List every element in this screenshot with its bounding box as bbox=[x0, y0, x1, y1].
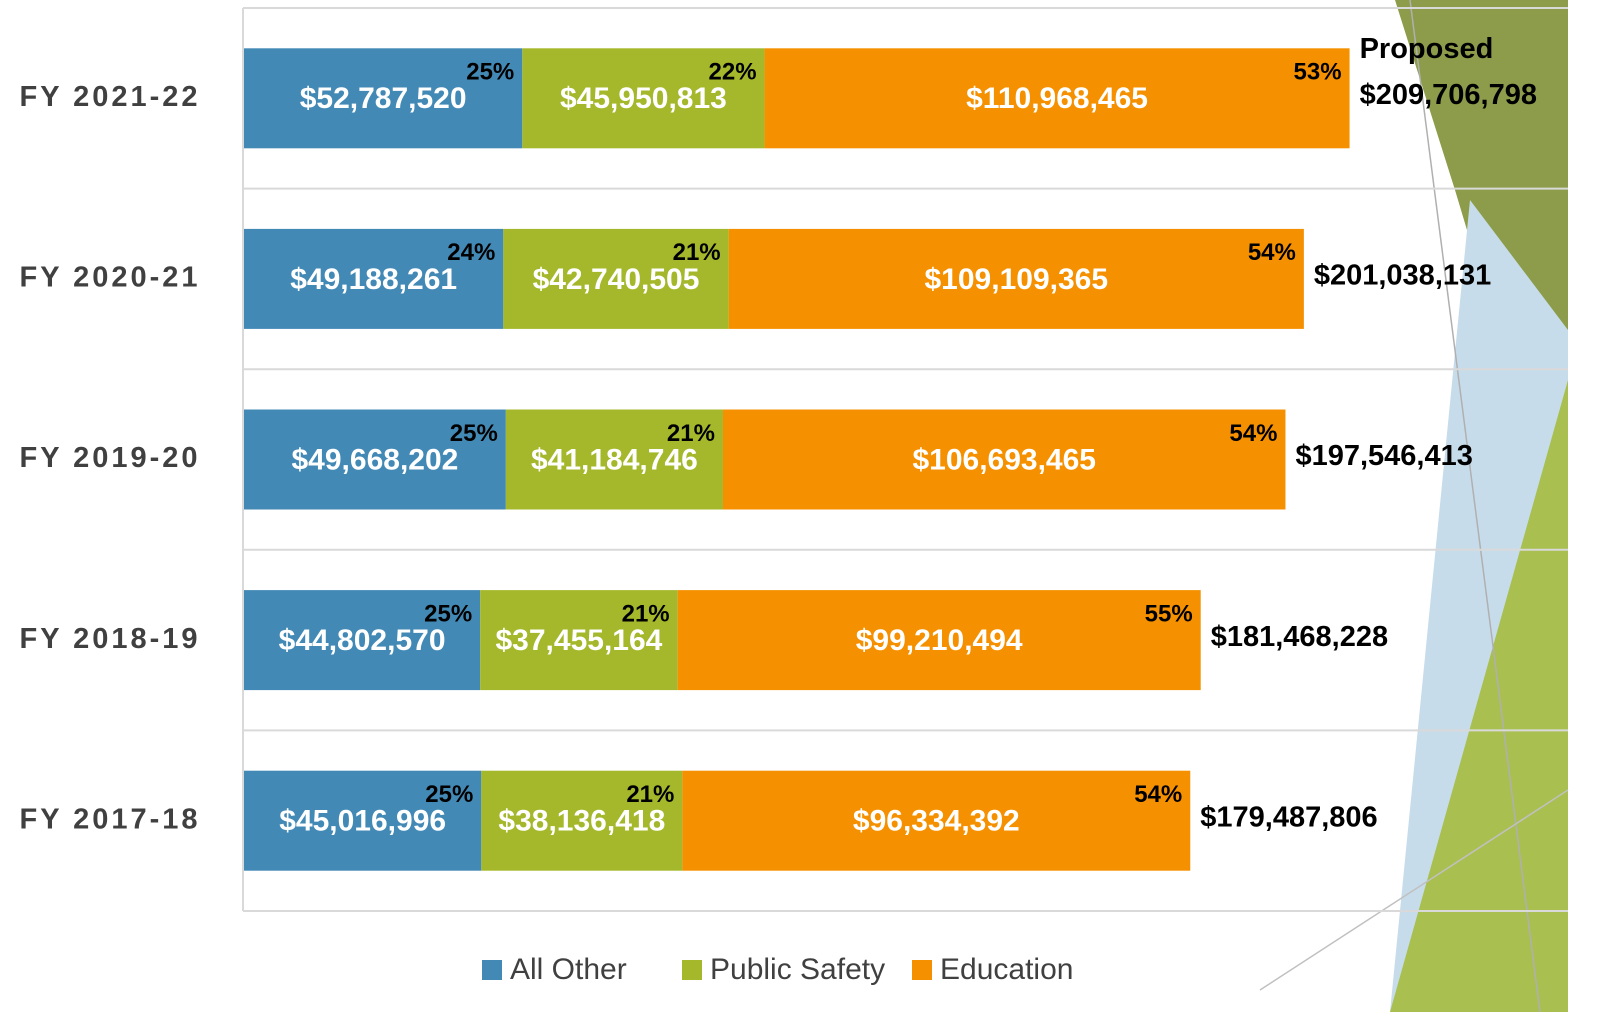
share-label: 21% bbox=[622, 600, 670, 627]
value-label: $42,740,505 bbox=[533, 263, 700, 296]
share-label: 21% bbox=[673, 239, 721, 266]
share-label: 21% bbox=[626, 781, 674, 808]
legend-swatch bbox=[482, 960, 502, 980]
legend-label: Public Safety bbox=[710, 953, 885, 986]
value-label: $38,136,418 bbox=[498, 805, 665, 838]
share-label: 54% bbox=[1134, 781, 1182, 808]
value-label: $109,109,365 bbox=[925, 263, 1109, 296]
share-label: 22% bbox=[709, 59, 757, 86]
share-label: 54% bbox=[1229, 420, 1277, 447]
value-label: $52,787,520 bbox=[300, 82, 467, 115]
legend-label: All Other bbox=[510, 953, 627, 986]
share-label: 54% bbox=[1248, 239, 1296, 266]
share-label: 25% bbox=[424, 600, 472, 627]
share-label: 21% bbox=[667, 420, 715, 447]
chart: FY 2021-22$52,787,52025%$45,950,81322%$1… bbox=[0, 0, 1604, 1012]
share-label: 25% bbox=[466, 59, 514, 86]
share-label: 25% bbox=[425, 781, 473, 808]
total-label: $201,038,131 bbox=[1314, 260, 1491, 292]
value-label: $99,210,494 bbox=[856, 624, 1023, 657]
share-label: 53% bbox=[1294, 59, 1342, 86]
total-label: $197,546,413 bbox=[1295, 440, 1472, 472]
total-label: $209,706,798 bbox=[1360, 79, 1537, 111]
value-label: $49,188,261 bbox=[290, 263, 457, 296]
y-tick-label: FY 2021-22 bbox=[19, 81, 200, 113]
y-tick-label: FY 2019-20 bbox=[19, 442, 200, 474]
value-label: $44,802,570 bbox=[279, 624, 446, 657]
value-label: $45,950,813 bbox=[560, 82, 727, 115]
value-label: $37,455,164 bbox=[496, 624, 663, 657]
value-label: $96,334,392 bbox=[853, 805, 1020, 838]
legend-swatch bbox=[912, 960, 932, 980]
value-label: $106,693,465 bbox=[912, 443, 1096, 476]
legend-label: Education bbox=[940, 953, 1073, 986]
y-tick-label: FY 2017-18 bbox=[19, 803, 200, 835]
total-label: $179,487,806 bbox=[1200, 801, 1377, 833]
value-label: $49,668,202 bbox=[292, 443, 459, 476]
share-label: 55% bbox=[1145, 600, 1193, 627]
legend-swatch bbox=[682, 960, 702, 980]
share-label: 24% bbox=[447, 239, 495, 266]
y-tick-label: FY 2018-19 bbox=[19, 623, 200, 655]
value-label: $45,016,996 bbox=[279, 805, 446, 838]
y-tick-label: FY 2020-21 bbox=[19, 262, 200, 294]
value-label: $110,968,465 bbox=[966, 82, 1148, 115]
value-label: $41,184,746 bbox=[531, 443, 698, 476]
total-label: $181,468,228 bbox=[1211, 621, 1388, 653]
annotation: Proposed bbox=[1360, 33, 1494, 65]
share-label: 25% bbox=[450, 420, 498, 447]
